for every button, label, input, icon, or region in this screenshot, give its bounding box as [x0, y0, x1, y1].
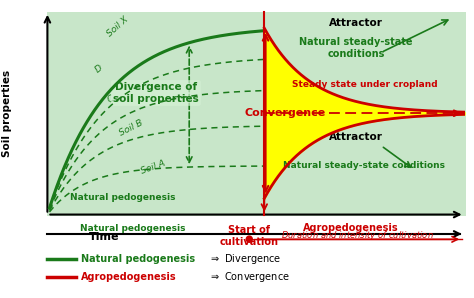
Text: Soil B: Soil B	[118, 118, 145, 138]
Text: Attractor: Attractor	[329, 132, 383, 142]
Text: Attractor: Attractor	[329, 18, 383, 28]
Text: Natural pedogenesis: Natural pedogenesis	[81, 254, 195, 264]
Text: Convergence: Convergence	[245, 108, 326, 118]
Text: Divergence of
soil properties: Divergence of soil properties	[113, 82, 199, 104]
Text: D: D	[93, 63, 104, 75]
Text: Agropedogenesis: Agropedogenesis	[81, 272, 176, 282]
Text: Soil A: Soil A	[139, 159, 166, 176]
Text: $\Rightarrow$ Divergence: $\Rightarrow$ Divergence	[209, 252, 281, 266]
Text: Time: Time	[89, 232, 119, 242]
Text: $\Rightarrow$ Convergence: $\Rightarrow$ Convergence	[209, 270, 290, 284]
Text: Steady state under cropland: Steady state under cropland	[292, 80, 437, 89]
Text: C: C	[106, 94, 116, 105]
Text: ●: ●	[245, 234, 253, 244]
Text: Soil properties: Soil properties	[2, 70, 12, 157]
Text: Natural steady-state
conditions: Natural steady-state conditions	[299, 37, 413, 58]
Text: $\it{Duration\ and\ intensity\ of\ cultivation}$: $\it{Duration\ and\ intensity\ of\ culti…	[282, 229, 434, 242]
Text: Soil X: Soil X	[106, 15, 130, 38]
Text: Natural pedogenesis: Natural pedogenesis	[80, 224, 185, 233]
Text: Natural pedogenesis: Natural pedogenesis	[70, 193, 175, 202]
Text: Agropedogenesis: Agropedogenesis	[303, 223, 399, 233]
Text: Natural steady-state conditions: Natural steady-state conditions	[283, 161, 446, 170]
Text: Start of
cultivation: Start of cultivation	[219, 225, 278, 246]
